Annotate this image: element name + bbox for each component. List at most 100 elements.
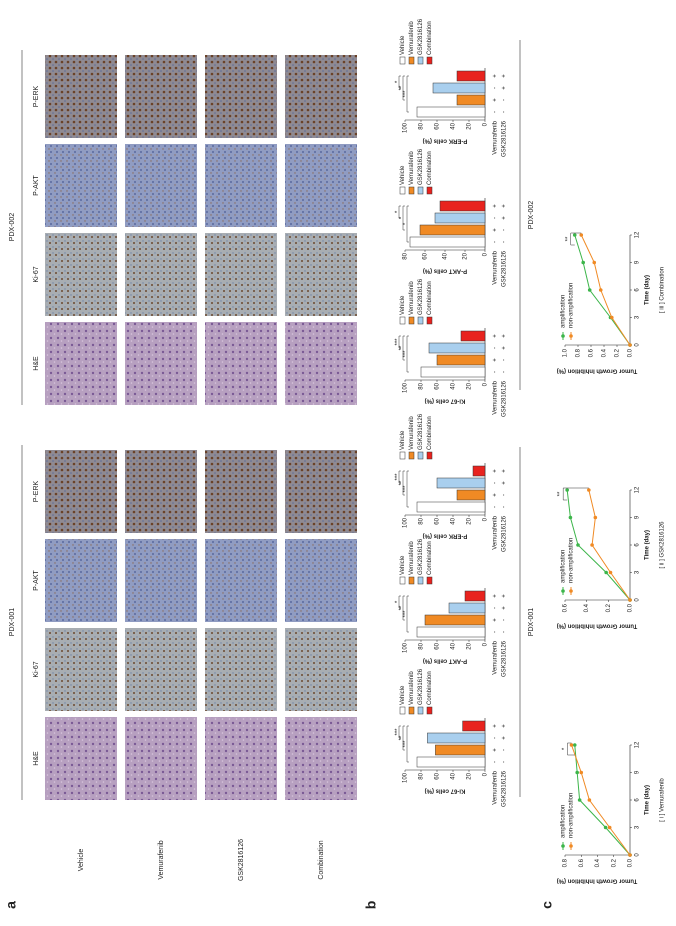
y-tick-label: 0 bbox=[483, 122, 489, 126]
column-label: H&E bbox=[33, 356, 40, 371]
significance-bracket bbox=[562, 487, 589, 501]
significance-bracket bbox=[406, 75, 409, 113]
significance-bracket bbox=[406, 335, 409, 373]
significance-bracket bbox=[406, 725, 409, 763]
column-label: P-AKT bbox=[33, 174, 40, 195]
legend-swatch bbox=[417, 186, 424, 195]
legend-swatch bbox=[417, 576, 424, 585]
treatment-sign: - bbox=[493, 631, 499, 633]
legend-marker bbox=[561, 844, 565, 848]
treatment-label: Vemurafenib bbox=[493, 515, 499, 549]
significance-label: ** bbox=[399, 605, 405, 610]
legend-label: GSK2816126 bbox=[418, 148, 424, 185]
treatment-sign: - bbox=[502, 229, 508, 231]
significance-label: *** bbox=[395, 473, 401, 481]
point bbox=[610, 315, 614, 320]
significance-label: * bbox=[395, 210, 401, 213]
significance-label: * bbox=[562, 747, 568, 750]
point bbox=[575, 770, 579, 775]
treatment-label: Vemurafenib bbox=[493, 770, 499, 804]
treatment-sign: + bbox=[502, 594, 508, 598]
legend-marker bbox=[561, 589, 565, 593]
x-axis-label: Time (day) bbox=[645, 530, 651, 560]
point bbox=[577, 798, 582, 802]
line-chart: 0.0 0.2 0.4 0.6 0.8 0 3 6 9 12 Time (day) Tumor Gro… bbox=[557, 741, 666, 883]
bar-chart: 0 20 40 60 80 100 Ki-67 cells (%) ******** Vehic… bbox=[395, 668, 508, 807]
legend-swatch bbox=[399, 706, 406, 715]
ihc-image bbox=[45, 233, 117, 316]
legend-swatch bbox=[417, 451, 424, 460]
y-tick-label: 1.0 bbox=[563, 348, 569, 357]
significance-label: * bbox=[403, 222, 409, 225]
legend-swatch bbox=[399, 186, 406, 195]
legend-label: Combination bbox=[427, 21, 433, 55]
treatment-sign: - bbox=[493, 737, 499, 739]
treatment-sign: + bbox=[502, 469, 508, 473]
ihc-image bbox=[285, 144, 357, 227]
column-label: Ki-67 bbox=[33, 661, 40, 677]
treatment-sign: - bbox=[493, 111, 499, 113]
line-chart: 0.0 0.2 0.4 0.6 0.8 1.0 0 3 6 9 12 Time (day) Tumor … bbox=[557, 231, 666, 373]
bar bbox=[456, 94, 486, 106]
significance-label: * bbox=[395, 80, 401, 83]
significance-bracket bbox=[398, 205, 401, 219]
ihc-image bbox=[125, 322, 197, 405]
significance-bracket bbox=[402, 470, 405, 496]
bar bbox=[456, 70, 486, 82]
group-title: PDX-002 bbox=[9, 213, 16, 242]
treatment-sign: - bbox=[502, 111, 508, 113]
treatment-sign: - bbox=[493, 87, 499, 89]
x-tick-label: 9 bbox=[635, 770, 641, 774]
bar bbox=[419, 224, 486, 236]
ihc-image bbox=[285, 539, 357, 622]
point bbox=[590, 543, 594, 547]
treatment-sign: + bbox=[502, 334, 508, 338]
ihc-image bbox=[45, 628, 117, 711]
legend-swatch bbox=[426, 451, 433, 460]
y-tick-label: 20 bbox=[467, 517, 473, 524]
group-title: PDX-002 bbox=[528, 201, 535, 230]
legend-swatch bbox=[399, 316, 406, 325]
y-axis-label: P-AKT cells (%) bbox=[423, 267, 467, 273]
bar bbox=[428, 342, 486, 354]
column-label: P-ERK bbox=[33, 85, 40, 107]
legend-label: Combination bbox=[427, 671, 433, 705]
y-tick-label: 0.4 bbox=[595, 858, 601, 867]
y-tick-label: 0.6 bbox=[579, 858, 585, 867]
treatment-sign: + bbox=[493, 469, 499, 473]
legend-swatch bbox=[399, 56, 406, 65]
point bbox=[628, 343, 632, 347]
ihc-image bbox=[205, 450, 277, 533]
treatment-sign: - bbox=[493, 482, 499, 484]
group-title: PDX-001 bbox=[9, 608, 16, 637]
x-tick-label: 3 bbox=[635, 825, 641, 829]
ihc-image bbox=[125, 539, 197, 622]
ihc-image bbox=[125, 233, 197, 316]
caption: [ ii ] GSK2816126 bbox=[660, 521, 666, 569]
significance-bracket bbox=[402, 335, 405, 361]
bar-chart: 0 20 40 60 80 100 Ki-67 cells (%) ******** Vehic… bbox=[395, 278, 508, 417]
significance-bracket bbox=[406, 470, 409, 508]
y-tick-label: 20 bbox=[467, 122, 473, 129]
y-tick-label: 80 bbox=[419, 382, 425, 389]
legend-swatch bbox=[417, 706, 424, 715]
caption: [ i ] Vemurafenib bbox=[660, 778, 666, 822]
treatment-sign: + bbox=[493, 74, 499, 78]
treatment-label: Vemurafenib bbox=[493, 250, 499, 284]
legend-swatch bbox=[408, 186, 415, 195]
y-tick-label: 60 bbox=[423, 252, 429, 259]
treatment-sign: + bbox=[502, 346, 508, 350]
legend-label: GSK2816126 bbox=[418, 538, 424, 575]
point bbox=[598, 288, 603, 292]
y-tick-label: 0.2 bbox=[606, 603, 612, 612]
treatment-sign: - bbox=[502, 494, 508, 496]
treatment-sign: + bbox=[502, 481, 508, 485]
ihc-image bbox=[45, 144, 117, 227]
panel-label: c bbox=[539, 901, 555, 909]
treatment-label: Vemurafenib bbox=[493, 120, 499, 154]
legend-swatch bbox=[408, 706, 415, 715]
y-tick-label: 20 bbox=[467, 772, 473, 779]
legend-swatch bbox=[426, 186, 433, 195]
treatment-sign: + bbox=[493, 228, 499, 232]
